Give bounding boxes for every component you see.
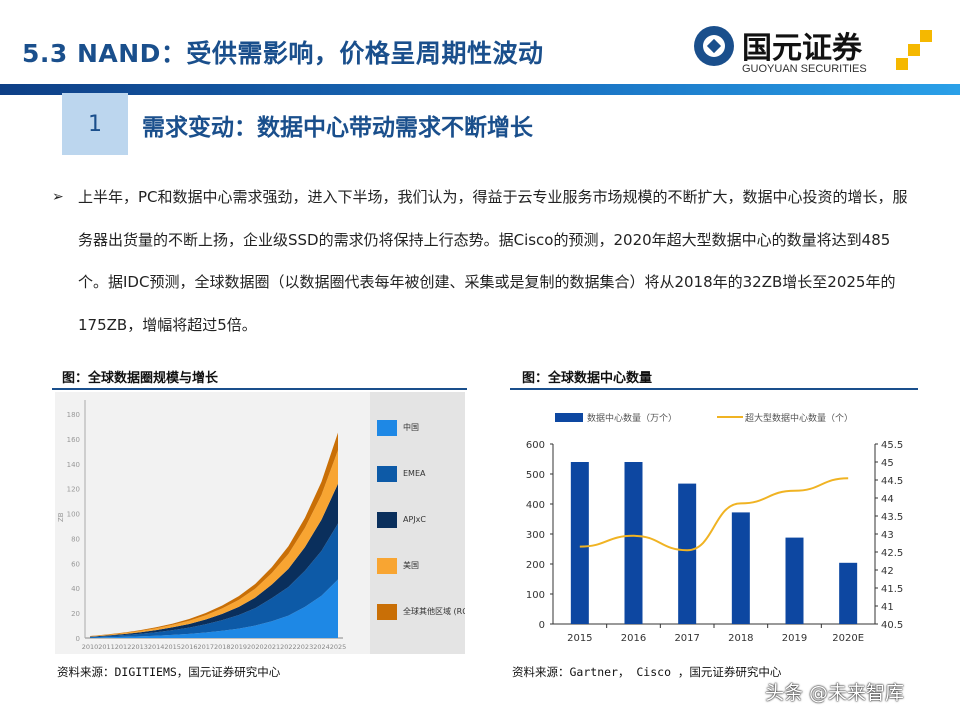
x-tick-label: 2024	[313, 643, 330, 651]
right-figure-source: 资料来源：Gartner， Cisco ，国元证券研究中心	[512, 665, 782, 679]
line-series	[579, 477, 849, 552]
left-figure-caption: 图：全球数据圈规模与增长	[62, 371, 219, 386]
legend-swatch	[377, 466, 397, 482]
y-tick-label: 20	[71, 610, 80, 618]
legend-bar-swatch	[555, 413, 583, 422]
y-tick-label: 160	[67, 436, 80, 444]
x-tick-label: 2025	[330, 643, 347, 651]
bar-2019	[785, 537, 804, 624]
right-tick-label: 41	[881, 602, 894, 613]
x-tick-label: 2014	[148, 643, 165, 651]
right-tick-label: 42	[881, 566, 894, 577]
section-title: 需求变动：数据中心带动需求不断增长	[142, 115, 533, 141]
x-tick-label: 2016	[621, 633, 646, 644]
bar-2015	[570, 462, 589, 624]
right-tick-label: 44	[881, 494, 894, 505]
right-tick-label: 44.5	[881, 476, 903, 487]
x-tick-label: 2021	[264, 643, 281, 651]
x-tick-label: 2022	[280, 643, 297, 651]
legend-label: 美国	[403, 560, 419, 570]
right-tick-label: 45.5	[881, 440, 903, 451]
left-tick-label: 200	[526, 560, 545, 571]
x-tick-label: 2020	[247, 643, 264, 651]
legend-bar-label: 数据中心数量（万个）	[587, 412, 677, 424]
area-series-1	[90, 523, 338, 638]
right-tick-label: 43.5	[881, 512, 903, 523]
svg-text:国元证券: 国元证券	[742, 31, 863, 66]
x-tick-label: 2010	[82, 643, 99, 651]
page-title: 5.3 NAND：受供需影响，价格呈周期性波动	[22, 39, 544, 68]
company-logo: 国元证券 GUOYUAN SECURITIES	[694, 26, 932, 75]
svg-text:GUOYUAN SECURITIES: GUOYUAN SECURITIES	[742, 63, 867, 75]
x-tick-label: 2016	[181, 643, 198, 651]
x-tick-label: 2020E	[832, 633, 864, 644]
y-tick-label: 100	[67, 511, 80, 519]
arrow-bullet-icon: ➢	[52, 189, 64, 205]
left-figure-rule	[52, 388, 467, 390]
bullet-text: 上半年，PC和数据中心需求强劲，进入下半场，我们认为，得益于云专业服务市场规模的…	[78, 188, 908, 334]
right-figure-rule	[510, 388, 918, 390]
header-divider-bar	[0, 84, 960, 95]
y-tick-label: 0	[76, 635, 80, 643]
bar-2017	[678, 483, 697, 624]
x-tick-label: 2019	[782, 633, 807, 644]
bar-2020E	[839, 562, 858, 624]
y-tick-label: 40	[71, 585, 80, 593]
x-tick-label: 2015	[164, 643, 181, 651]
right-tick-label: 43	[881, 530, 894, 541]
watermark: 头条 @未来智库	[765, 682, 905, 704]
x-tick-label: 2018	[728, 633, 753, 644]
y-tick-label: 80	[71, 535, 80, 543]
y-tick-label: 60	[71, 560, 80, 568]
left-tick-label: 600	[526, 440, 545, 451]
bar-2018	[731, 512, 750, 624]
left-tick-label: 400	[526, 500, 545, 511]
area-series-0	[90, 579, 338, 638]
x-tick-label: 2017	[197, 643, 214, 651]
legend-swatch	[377, 420, 397, 436]
y-tick-label: 140	[67, 461, 80, 469]
right-tick-label: 41.5	[881, 584, 903, 595]
x-tick-label: 2018	[214, 643, 231, 651]
right-tick-label: 45	[881, 458, 894, 469]
x-tick-label: 2011	[98, 643, 115, 651]
x-tick-label: 2015	[567, 633, 592, 644]
y-axis-label: ZB	[57, 512, 65, 522]
legend-swatch	[377, 558, 397, 574]
x-tick-label: 2013	[131, 643, 148, 651]
left-tick-label: 0	[539, 620, 545, 631]
legend-label: 中国	[403, 422, 419, 432]
legend-line-label: 超大型数据中心数量（个）	[745, 412, 853, 424]
legend-label: 全球其他区域 (ROW)	[403, 606, 465, 616]
bullet-paragraph: ➢ 上半年，PC和数据中心需求强劲，进入下半场，我们认为，得益于云专业服务市场规模…	[52, 176, 918, 346]
x-tick-label: 2012	[115, 643, 132, 651]
section-number: 1	[62, 93, 128, 155]
x-tick-label: 2019	[231, 643, 248, 651]
left-tick-label: 500	[526, 470, 545, 481]
left-tick-label: 300	[526, 530, 545, 541]
datacenter-count-chart: 数据中心数量（万个） 超大型数据中心数量（个） 0 100 200 300 400 500 60…	[526, 412, 903, 644]
legend-label: APJxC	[403, 515, 426, 524]
y-tick-label: 180	[67, 411, 80, 419]
right-figure-caption: 图：全球数据中心数量	[522, 371, 653, 386]
bar-2016	[624, 462, 643, 624]
legend-swatch	[377, 604, 397, 620]
x-tick-label: 2017	[674, 633, 699, 644]
x-tick-label: 2023	[297, 643, 314, 651]
right-tick-label: 42.5	[881, 548, 903, 559]
legend-label: EMEA	[403, 469, 426, 478]
legend-swatch	[377, 512, 397, 528]
left-tick-label: 100	[526, 590, 545, 601]
y-tick-label: 120	[67, 486, 80, 494]
right-tick-label: 40.5	[881, 620, 903, 631]
left-figure-source: 资料来源：DIGITIEMS，国元证券研究中心	[57, 665, 281, 679]
